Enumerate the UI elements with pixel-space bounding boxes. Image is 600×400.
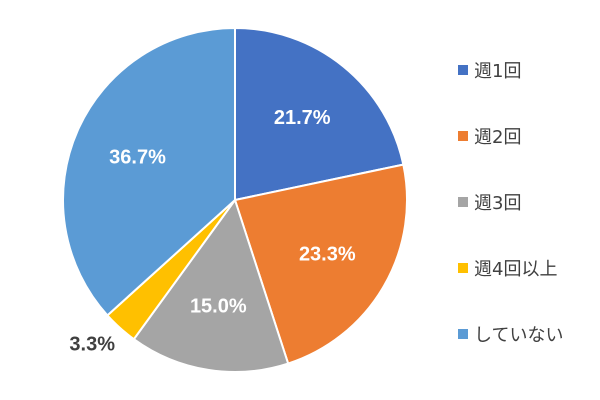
pie-slice-3 — [132, 197, 290, 373]
legend-swatch-5 — [458, 329, 468, 339]
data-label-2: 23.3% — [299, 243, 356, 265]
legend-swatch-1 — [458, 65, 468, 75]
legend-swatch-2 — [458, 131, 468, 141]
data-label-1: 21.7% — [274, 107, 331, 129]
data-label-4: 3.3% — [69, 333, 115, 355]
pie-slice-2 — [233, 163, 408, 365]
legend-label-2: 週2回 — [474, 127, 521, 148]
legend-label-5: していない — [474, 325, 563, 346]
pie-slices — [62, 26, 408, 373]
data-label-5: 36.7% — [109, 147, 166, 169]
legend-label-4: 週4回以上 — [474, 259, 557, 280]
legend-label-1: 週1回 — [474, 61, 521, 82]
pie-slice-5 — [62, 26, 236, 317]
pie-slice-1 — [234, 26, 405, 202]
legend-swatch-3 — [458, 197, 468, 207]
data-label-3: 15.0% — [190, 295, 247, 317]
legend-label-3: 週3回 — [474, 193, 521, 214]
legend-swatch-4 — [458, 263, 468, 273]
slice-labels: 21.7% 23.3% 15.0% 3.3% 36.7% — [69, 107, 355, 355]
